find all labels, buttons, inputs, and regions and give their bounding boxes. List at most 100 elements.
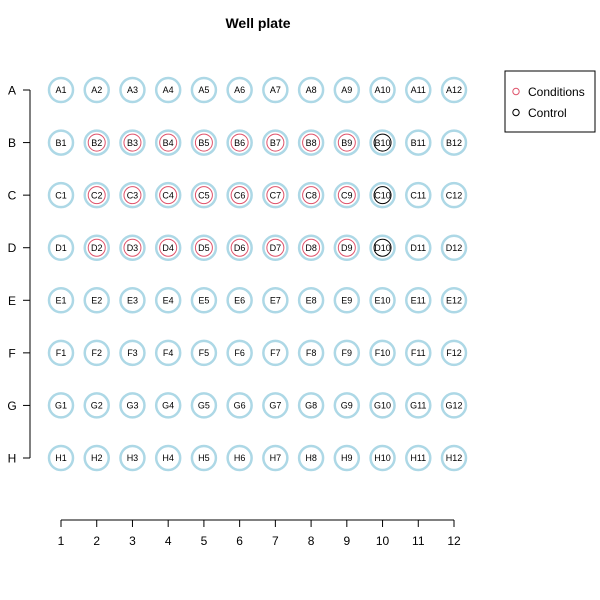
well-B11: B11 xyxy=(405,129,432,156)
legend-label-conditions: Conditions xyxy=(528,85,585,99)
y-tick-label: H xyxy=(8,452,17,466)
well-F6: F6 xyxy=(226,339,253,367)
well-outline xyxy=(83,444,110,472)
well-label: C9 xyxy=(341,190,353,200)
well-label: G9 xyxy=(341,401,353,411)
well-G9: G9 xyxy=(333,392,361,419)
well-outline xyxy=(440,444,468,472)
well-label: D3 xyxy=(127,243,139,253)
well-label: C11 xyxy=(410,190,426,200)
well-outline xyxy=(83,181,110,209)
well-outline xyxy=(154,339,182,367)
well-outline xyxy=(226,392,253,419)
well-D3: D3 xyxy=(119,234,146,261)
well-label: C3 xyxy=(127,190,139,200)
conditions-marker xyxy=(230,133,249,152)
well-label: C1 xyxy=(55,190,67,200)
well-B6: B6 xyxy=(226,129,253,156)
well-label: A5 xyxy=(198,85,209,95)
well-C11: C11 xyxy=(405,181,432,209)
well-outline xyxy=(47,392,75,419)
conditions-marker xyxy=(123,186,142,205)
well-A7: A7 xyxy=(262,76,289,104)
well-label: E2 xyxy=(91,295,102,305)
well-outline xyxy=(369,76,396,104)
well-G1: G1 xyxy=(47,392,75,419)
well-label: C12 xyxy=(446,190,463,200)
well-outline xyxy=(405,287,432,314)
well-A1: A1 xyxy=(47,76,75,104)
well-outline xyxy=(405,234,432,261)
well-F7: F7 xyxy=(262,339,289,367)
well-outline xyxy=(83,76,110,104)
well-label: D7 xyxy=(270,243,282,253)
well-B8: B8 xyxy=(297,129,325,156)
well-F2: F2 xyxy=(83,339,110,367)
well-outline xyxy=(440,76,468,104)
well-label: H8 xyxy=(305,453,317,463)
well-outline xyxy=(119,339,146,367)
conditions-marker xyxy=(194,133,213,152)
well-B2: B2 xyxy=(83,129,110,156)
well-label: G5 xyxy=(198,401,210,411)
well-label: C6 xyxy=(234,190,246,200)
well-label: C5 xyxy=(198,190,210,200)
conditions-marker xyxy=(159,133,178,152)
well-G6: G6 xyxy=(226,392,253,419)
well-label: G3 xyxy=(126,401,138,411)
well-G11: G11 xyxy=(405,392,432,419)
well-label: H9 xyxy=(341,453,353,463)
well-outline xyxy=(333,234,361,261)
well-label: C10 xyxy=(374,190,391,200)
well-B12: B12 xyxy=(440,129,468,156)
conditions-marker xyxy=(302,238,321,257)
well-label: F4 xyxy=(163,348,174,358)
well-H2: H2 xyxy=(83,444,110,472)
well-outline xyxy=(262,76,289,104)
well-outline xyxy=(119,234,146,261)
well-F5: F5 xyxy=(190,339,218,367)
well-outline xyxy=(226,444,253,472)
well-label: B9 xyxy=(341,138,352,148)
well-D5: D5 xyxy=(190,234,218,261)
well-outline xyxy=(297,444,325,472)
conditions-marker xyxy=(266,133,285,152)
well-label: F12 xyxy=(446,348,462,358)
well-E9: E9 xyxy=(333,287,361,314)
well-E2: E2 xyxy=(83,287,110,314)
x-tick-label: 3 xyxy=(129,534,136,548)
well-outline xyxy=(190,76,218,104)
well-F3: F3 xyxy=(119,339,146,367)
well-C6: C6 xyxy=(226,181,253,209)
well-outline xyxy=(297,234,325,261)
well-label: H3 xyxy=(127,453,139,463)
well-outline xyxy=(119,181,146,209)
well-H12: H12 xyxy=(440,444,468,472)
well-C10: C10 xyxy=(369,181,396,209)
well-outline xyxy=(369,287,396,314)
well-outline xyxy=(405,181,432,209)
well-C1: C1 xyxy=(47,181,75,209)
x-tick-label: 11 xyxy=(412,534,425,548)
well-D6: D6 xyxy=(226,234,253,261)
well-outline xyxy=(119,129,146,156)
well-G7: G7 xyxy=(262,392,289,419)
well-label: H11 xyxy=(410,453,426,463)
conditions-marker xyxy=(302,133,321,152)
well-outline xyxy=(47,76,75,104)
conditions-marker xyxy=(123,238,142,257)
well-outline xyxy=(369,444,396,472)
control-marker xyxy=(373,133,392,152)
well-F8: F8 xyxy=(297,339,325,367)
well-label: H4 xyxy=(162,453,174,463)
well-outline xyxy=(154,392,182,419)
conditions-marker xyxy=(266,238,285,257)
well-label: C4 xyxy=(162,190,174,200)
legend-label-control: Control xyxy=(528,106,567,120)
well-label: B5 xyxy=(198,138,209,148)
y-tick-label: E xyxy=(8,294,16,308)
well-outline xyxy=(226,129,253,156)
well-outline xyxy=(369,129,396,156)
well-outline xyxy=(190,287,218,314)
well-A5: A5 xyxy=(190,76,218,104)
